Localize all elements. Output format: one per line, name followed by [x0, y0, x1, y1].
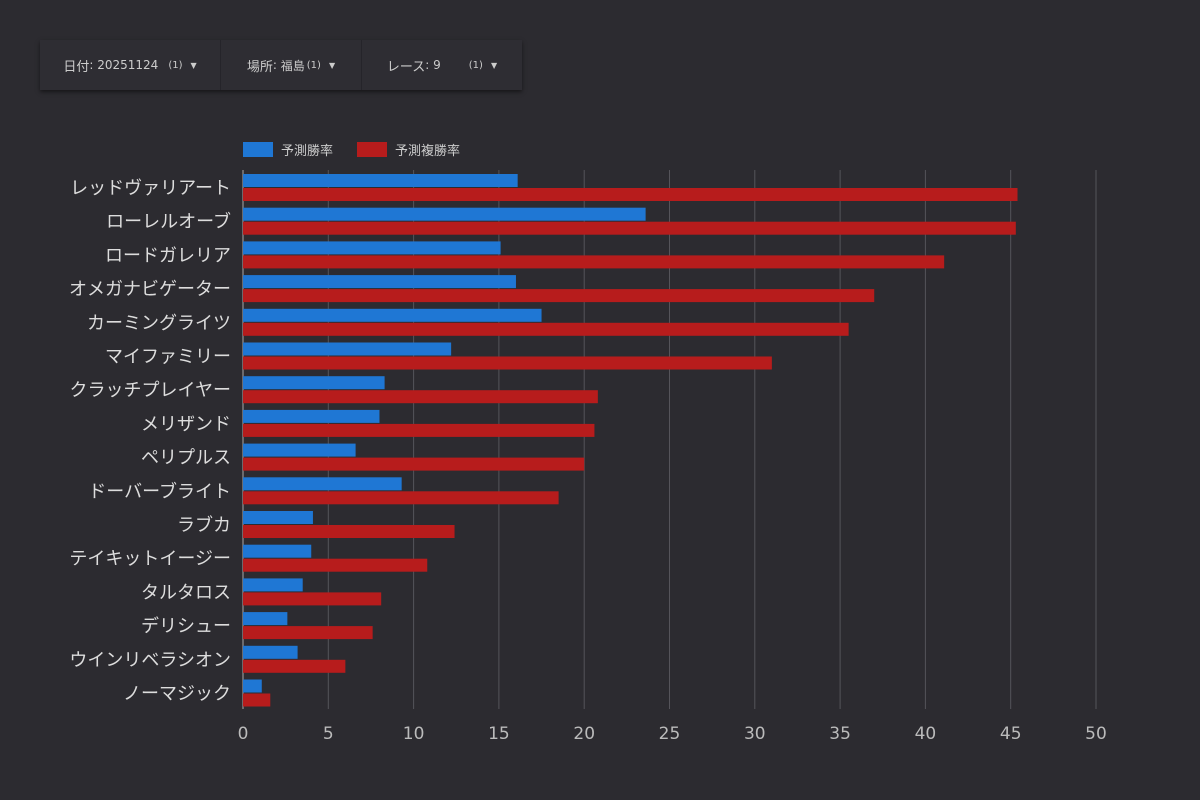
filter-race[interactable]: レース: 9 (1) ▼ [362, 40, 522, 90]
bar-place[interactable] [243, 659, 346, 673]
filter-place[interactable]: 場所: 福島 (1) ▼ [221, 40, 362, 90]
category-label: ラブカ [177, 514, 231, 536]
filter-date-label: 日付 [63, 59, 90, 75]
bar-win[interactable] [243, 679, 262, 693]
category-label: デリシュー [141, 616, 231, 637]
bar-place[interactable] [243, 626, 373, 640]
bar-win[interactable] [243, 409, 380, 423]
category-label: タルタロス [141, 582, 231, 603]
category-label: オメガナビゲーター [69, 279, 231, 300]
bar-place[interactable] [243, 423, 595, 437]
legend-label-win: 予測勝率 [281, 144, 334, 159]
category-label: ノーマジック [123, 684, 231, 705]
bar-place[interactable] [243, 188, 1018, 201]
bar-place[interactable] [243, 356, 772, 370]
category-label: テイキットイージー [69, 549, 231, 570]
category-label: ロードガレリア [105, 245, 231, 266]
x-tick-label: 40 [915, 724, 937, 744]
dropdown-arrow-icon: ▼ [190, 60, 197, 70]
bar-place[interactable] [243, 525, 455, 538]
category-label: マイファミリー [105, 347, 231, 368]
filter-race-value: 9 [433, 58, 441, 72]
filter-place-label: 場所 [246, 59, 273, 75]
filter-date[interactable]: 日付: 20251124 (1) ▼ [40, 40, 221, 90]
filter-place-count: (1) [306, 59, 321, 71]
bar-win[interactable] [243, 207, 646, 221]
filter-race-count: (1) [468, 59, 483, 71]
bar-win[interactable] [243, 376, 385, 390]
bar-win[interactable] [243, 645, 298, 659]
bar-place[interactable] [243, 289, 875, 303]
category-label: レッドヴァリアート [70, 178, 231, 199]
filter-race-label: レース [386, 59, 426, 75]
bar-place[interactable] [243, 693, 271, 707]
bar-win[interactable] [243, 511, 313, 524]
bar-win[interactable] [243, 612, 288, 626]
legend-swatch-win [243, 142, 273, 157]
bar-place[interactable] [243, 457, 585, 471]
dropdown-arrow-icon: ▼ [490, 60, 498, 70]
bar-place[interactable] [243, 322, 849, 336]
dropdown-arrow-icon: ▼ [328, 60, 336, 70]
bar-win[interactable] [243, 275, 516, 289]
legend-win[interactable]: 予測勝率 [243, 140, 333, 159]
bar-win[interactable] [243, 544, 312, 558]
filter-bar: 日付: 20251124 (1) ▼ 場所: 福島 (1) ▼ レース: 9 (1) ▼ [40, 40, 522, 90]
bar-win[interactable] [243, 174, 518, 187]
bar-place[interactable] [243, 390, 598, 404]
category-label: ウインリベラシオン [69, 650, 231, 671]
bar-place[interactable] [243, 592, 382, 606]
bar-place[interactable] [243, 558, 428, 572]
x-tick-label: 30 [744, 724, 766, 744]
category-label: メリザンド [141, 414, 231, 435]
bar-win[interactable] [243, 308, 542, 322]
category-label: ローレルオーブ [106, 211, 231, 233]
category-label: ペリプルス [141, 448, 231, 469]
filter-date-value: 20251124 [97, 58, 159, 72]
category-label: カーミングライツ [87, 313, 231, 334]
category-label: ドーバーブライト [88, 480, 231, 502]
filter-place-value: 福島 [280, 58, 305, 73]
bar-win[interactable] [243, 477, 402, 491]
x-tick-label: 5 [323, 724, 334, 744]
category-label: クラッチプレイヤー [70, 380, 231, 401]
legend: 予測勝率 予測複勝率 [243, 140, 460, 159]
x-tick-label: 45 [1000, 724, 1022, 744]
x-tick-label: 0 [238, 724, 249, 744]
legend-swatch-place [357, 142, 388, 157]
bar-win[interactable] [243, 241, 501, 255]
x-tick-label: 35 [829, 724, 851, 744]
bar-win[interactable] [243, 578, 303, 592]
x-tick-label: 10 [403, 724, 425, 744]
x-tick-label: 25 [659, 724, 681, 744]
x-tick-label: 20 [573, 724, 595, 744]
bar-place[interactable] [243, 491, 559, 505]
x-tick-label: 50 [1085, 724, 1107, 744]
legend-place[interactable]: 予測複勝率 [357, 140, 460, 159]
filter-date-count: (1) [168, 59, 183, 71]
bar-win[interactable] [243, 342, 452, 356]
bar-place[interactable] [243, 221, 1016, 235]
x-tick-label: 15 [488, 724, 510, 744]
legend-label-place: 予測複勝率 [395, 144, 461, 159]
bar-place[interactable] [243, 255, 945, 269]
bar-win[interactable] [243, 443, 356, 457]
